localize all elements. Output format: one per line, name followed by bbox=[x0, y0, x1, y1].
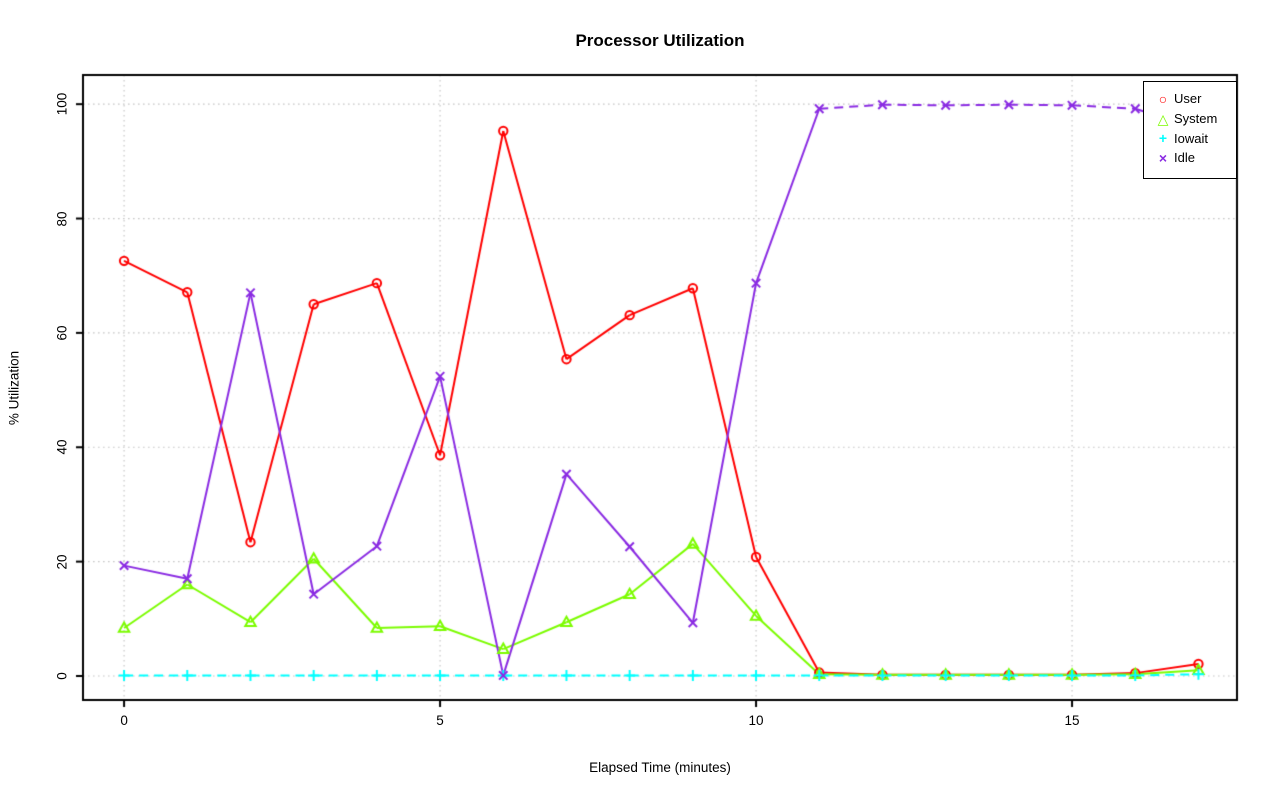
x-tick-label: 10 bbox=[748, 713, 764, 728]
legend-label: Iowait bbox=[1174, 130, 1208, 146]
legend-item-iowait: + Iowait bbox=[1152, 128, 1236, 148]
x-marker-icon: × bbox=[1158, 149, 1168, 166]
y-tick-label: 100 bbox=[54, 92, 70, 116]
legend-label: System bbox=[1174, 111, 1218, 127]
x-tick-label: 5 bbox=[436, 713, 444, 728]
legend-item-system: △ System bbox=[1152, 109, 1236, 129]
y-axis-label: % Utilization bbox=[6, 350, 22, 426]
x-tick-label: 0 bbox=[120, 713, 128, 728]
y-tick-label: 20 bbox=[54, 554, 70, 570]
chart-title: Processor Utilization bbox=[575, 31, 745, 50]
triangle-marker-icon: △ bbox=[1157, 110, 1169, 127]
x-tick-label: 15 bbox=[1064, 713, 1080, 728]
y-tick-label: 40 bbox=[54, 439, 70, 455]
y-tick-label: 0 bbox=[54, 672, 70, 680]
legend: ○ User △ System + Iowait × Idle bbox=[1143, 81, 1237, 179]
legend-label: Idle bbox=[1174, 150, 1195, 166]
y-tick-label: 80 bbox=[54, 211, 70, 227]
legend-label: User bbox=[1174, 91, 1202, 107]
circle-marker-icon: ○ bbox=[1158, 90, 1168, 107]
plus-marker-icon: + bbox=[1158, 130, 1168, 147]
y-tick-label: 60 bbox=[54, 325, 70, 341]
x-axis-label: Elapsed Time (minutes) bbox=[589, 760, 731, 775]
legend-item-idle: × Idle bbox=[1152, 148, 1236, 168]
legend-item-user: ○ User bbox=[1152, 89, 1236, 109]
